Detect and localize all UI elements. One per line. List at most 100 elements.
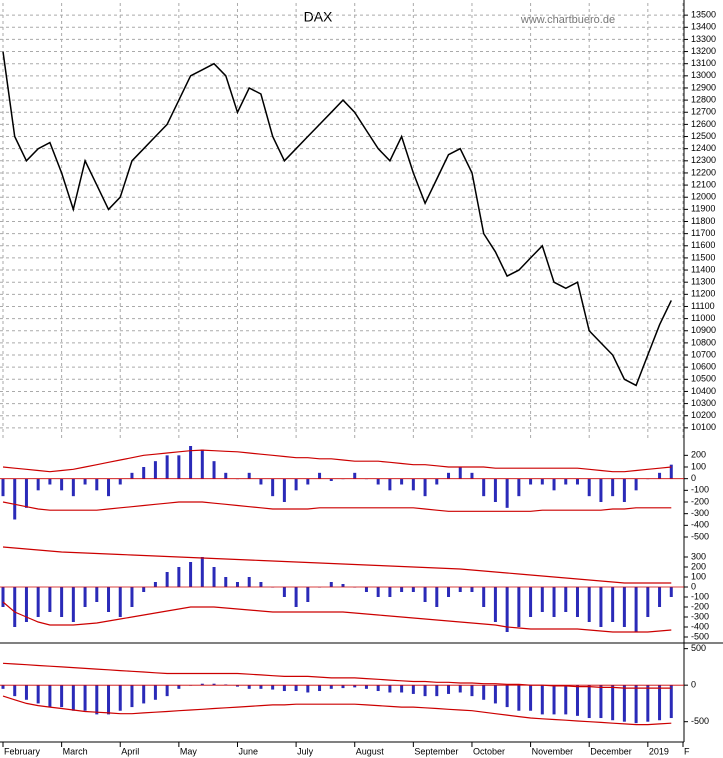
oscillator-bar [575,685,579,716]
oscillator-bar [482,587,486,607]
y-tick-label: 11500 [691,252,715,262]
oscillator-bar [282,587,286,597]
x-tick-label: July [297,746,314,756]
y-tick-label: -200 [691,601,709,611]
oscillator-bar [540,478,544,485]
x-tick-label: May [180,746,198,756]
y-tick-label: -100 [691,591,709,601]
oscillator-bar [71,685,75,711]
oscillator-bar [306,478,310,485]
oscillator-bar [24,478,28,508]
oscillator-bar [400,478,404,485]
oscillator-bar [306,685,310,693]
y-tick-label: 500 [691,643,706,653]
upper-band [2,662,672,689]
oscillator-bar [611,685,615,721]
oscillator-bar [517,478,521,497]
upper-band [2,546,672,584]
oscillator-bar [341,584,345,587]
oscillator-bar [294,587,298,607]
oscillator-bar [411,478,415,491]
oscillator-bar [564,587,568,612]
oscillator-bar [294,685,298,692]
oscillator-bar [306,587,310,602]
oscillator-bar [95,685,99,715]
y-tick-label: 12400 [691,143,716,153]
oscillator-bar [388,478,392,491]
y-tick-label: 11800 [691,216,715,226]
y-tick-label: -100 [691,485,709,495]
oscillator-bar [259,685,263,689]
oscillator-bar [505,587,509,632]
y-tick-label: 300 [691,551,706,561]
oscillator-bar [388,685,392,693]
y-tick-label: 10300 [691,398,716,408]
oscillator-bar [587,685,591,719]
y-tick-label: 10700 [691,349,716,359]
x-tick-label: September [414,746,458,756]
x-tick-label: June [238,746,258,756]
y-tick-label: 10400 [691,386,716,396]
watermark: www.chartbuero.de [520,14,615,26]
oscillator-bar [60,478,64,491]
oscillator-bar [364,587,368,592]
oscillator-bar [24,685,28,700]
oscillator-bar [118,478,122,485]
oscillator-bar [95,587,99,602]
oscillator-bar [200,683,204,686]
oscillator-bar [447,472,451,479]
y-tick-label: -300 [691,611,709,621]
oscillator-bar [658,685,662,721]
oscillator-bar [364,685,368,689]
oscillator-bar [259,582,263,587]
oscillator-bar [189,446,193,479]
y-tick-label: 12000 [691,192,716,202]
oscillator-bar [13,587,17,627]
oscillator-bar [130,685,134,708]
oscillator-bar [540,685,544,715]
oscillator-bar [200,557,204,587]
oscillator-bar [505,685,509,708]
oscillator-bar [177,567,181,587]
oscillator-bar [634,478,638,491]
oscillator-bar [24,587,28,622]
oscillator-bar [493,685,497,704]
oscillator-bar [1,685,5,689]
oscillator-bar [423,685,427,697]
x-tick-label: February [4,746,41,756]
x-tick-label: April [121,746,139,756]
oscillator-bar [587,587,591,622]
y-tick-label: 13500 [691,10,716,20]
y-tick-label: -500 [691,631,709,641]
y-tick-label: 13000 [691,70,716,80]
oscillator-bar [36,685,40,704]
oscillator-bar [529,478,533,485]
oscillator-bar [282,478,286,502]
oscillator-bar [329,582,333,587]
oscillator-bar [552,478,556,491]
oscillator-bar [622,587,626,627]
oscillator-bar [575,478,579,485]
y-tick-label: 100 [691,571,706,581]
oscillator-bar [153,685,157,700]
y-tick-label: 10200 [691,410,716,420]
oscillator-bar [71,587,75,622]
oscillator-bar [48,587,52,612]
oscillator-bar [329,685,333,689]
oscillator-bar [36,478,40,491]
x-tick-label: August [356,746,385,756]
oscillator-bar [470,587,474,592]
y-tick-label: 10100 [691,422,716,432]
x-tick-label: December [590,746,632,756]
oscillator-bar [329,478,333,481]
oscillator-bar [388,587,392,597]
oscillator-bar [646,685,650,722]
y-tick-label: -400 [691,621,709,631]
oscillator-bar [224,472,228,479]
y-tick-label: 12800 [691,94,716,104]
y-tick-label: 12500 [691,131,716,141]
oscillator-bar [107,478,111,497]
oscillator-bar [165,572,169,587]
oscillator-bar [142,685,146,704]
oscillator-bar [318,472,322,479]
